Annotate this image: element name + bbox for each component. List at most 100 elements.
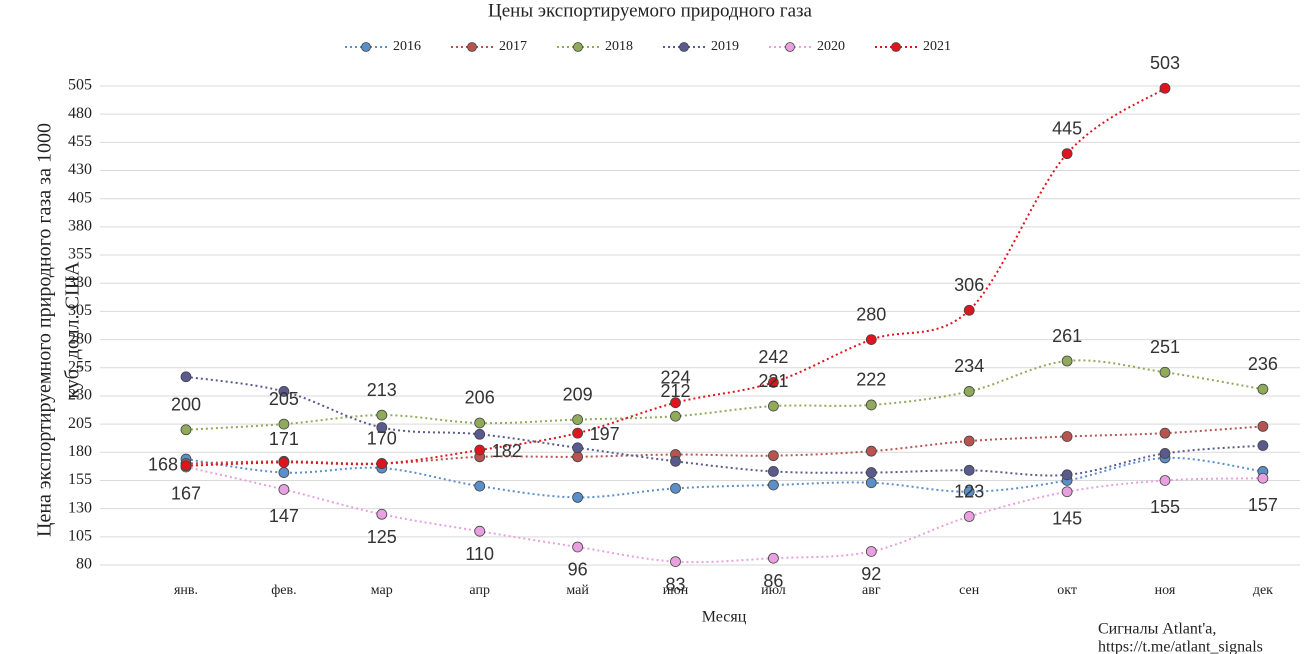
y-tick-label: 180 [68, 443, 92, 460]
data-point [180, 371, 192, 383]
data-point [278, 386, 290, 397]
y-tick-label: 330 [68, 274, 92, 291]
data-label: 234 [954, 356, 984, 376]
data-label: 96 [568, 560, 588, 580]
data-point [1061, 469, 1073, 481]
data-point [1159, 82, 1171, 94]
series-line [185, 456, 1264, 499]
data-point [963, 511, 975, 522]
x-tick-label: янв. [174, 583, 198, 598]
data-point [572, 491, 583, 503]
legend-marker [361, 42, 371, 52]
y-tick-label: 430 [68, 161, 92, 178]
y-tick-label: 505 [68, 77, 92, 94]
y-tick-label: 130 [68, 499, 92, 516]
y-tick-label: 205 [68, 415, 92, 432]
legend-label: 2020 [817, 39, 845, 54]
legend-label: 2018 [605, 39, 633, 54]
data-point [865, 445, 877, 457]
data-label: 242 [758, 347, 788, 367]
data-point [278, 467, 290, 478]
data-label: 168 [148, 455, 178, 475]
data-point [865, 399, 877, 411]
y-tick-label: 355 [68, 246, 92, 263]
legend-label: 2016 [393, 39, 421, 54]
data-label: 261 [1052, 326, 1082, 346]
y-axis-label-line: куб, долл. США [62, 261, 84, 399]
x-tick-label: апр [469, 583, 490, 598]
data-point [670, 556, 681, 568]
legend-marker [891, 42, 901, 52]
data-point [963, 486, 975, 498]
data-point [376, 458, 388, 469]
data-point [572, 451, 583, 463]
y-tick-label: 80 [76, 556, 92, 573]
data-point [474, 480, 486, 492]
data-point [963, 464, 975, 476]
data-label: 221 [758, 371, 788, 391]
x-axis-label: Месяц [702, 609, 747, 626]
data-point [474, 428, 486, 440]
data-label: 306 [954, 275, 984, 295]
x-tick-label: сен [959, 583, 980, 598]
data-point [572, 414, 583, 426]
data-label: 182 [492, 441, 522, 461]
data-point [670, 410, 681, 422]
data-label: 212 [660, 381, 690, 401]
data-label: 92 [861, 564, 881, 584]
y-tick-label: 380 [68, 218, 92, 235]
data-point [572, 427, 583, 439]
x-tick-label: мар [371, 583, 393, 598]
data-point [670, 482, 681, 494]
data-point [376, 409, 388, 421]
data-label: 170 [367, 428, 397, 448]
data-label: 209 [563, 384, 593, 404]
data-point [1159, 448, 1171, 459]
data-label: 445 [1052, 118, 1082, 138]
data-label: 222 [856, 370, 886, 390]
y-tick-label: 455 [68, 133, 92, 150]
y-axis-label-line: Цена экспортируемного природного газа за… [34, 123, 56, 537]
data-point [474, 417, 486, 429]
legend-marker [467, 42, 477, 52]
data-point [865, 334, 877, 345]
data-point [474, 525, 486, 537]
data-point [278, 457, 290, 468]
x-tick-label: май [566, 583, 589, 598]
data-point [865, 467, 877, 478]
data-label: 145 [1052, 508, 1082, 528]
data-label: 213 [367, 380, 397, 400]
data-point [1061, 431, 1073, 442]
data-point [1061, 486, 1073, 498]
series-line [185, 465, 1263, 564]
data-point [963, 386, 975, 397]
data-label: 167 [171, 484, 201, 504]
y-tick-label: 155 [68, 471, 92, 488]
y-tick-label: 405 [68, 189, 92, 206]
series-line [185, 87, 1166, 467]
data-point [768, 400, 779, 412]
legend-label: 2017 [499, 39, 527, 54]
annotation: Сигналы Atlant'a, [1098, 621, 1216, 638]
data-point [865, 546, 877, 557]
data-label: 86 [763, 571, 783, 591]
data-point [963, 304, 975, 316]
data-point [278, 484, 290, 495]
data-point [768, 466, 779, 477]
data-point [670, 397, 681, 409]
data-point [376, 422, 388, 433]
data-label: 224 [660, 367, 690, 387]
data-point [1159, 475, 1171, 486]
data-label: 206 [465, 388, 495, 408]
data-point [1257, 383, 1269, 395]
x-tick-label: авг [862, 583, 881, 598]
y-axis-label: Цена экспортируемного природного газа за… [34, 123, 84, 537]
data-point [670, 455, 681, 467]
data-label: 197 [590, 424, 620, 444]
y-tick-label: 230 [68, 387, 92, 404]
data-label: 110 [465, 544, 494, 564]
y-tick-label: 280 [68, 330, 92, 347]
data-point [963, 435, 975, 447]
data-point [180, 460, 192, 472]
